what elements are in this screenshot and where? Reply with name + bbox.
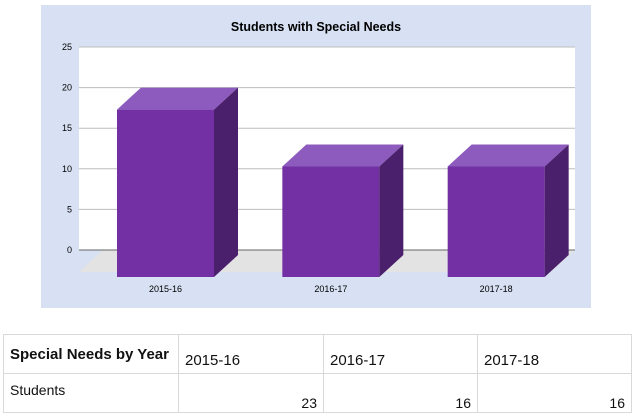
table-header-row: Special Needs by Year 2015-16 2016-17 20… (3, 334, 632, 374)
bar-side (214, 87, 238, 277)
table-row-label: Students (3, 373, 179, 413)
bar-side (379, 144, 404, 277)
bar-side (544, 144, 569, 277)
table-title-cell: Special Needs by Year (3, 334, 179, 374)
bar-front (117, 109, 214, 277)
special-needs-table: Special Needs by Year 2015-16 2016-17 20… (3, 334, 632, 413)
plot-area: 0 5 10 15 20 25 2015-16 2016-17 2017-18 (62, 42, 575, 294)
table-column-header: 2017-18 (477, 334, 632, 374)
chart-panel: Students with Special Needs 0 5 10 15 20 25 20… (41, 5, 591, 308)
x-category-label: 2015-16 (149, 284, 182, 294)
y-tick-label: 25 (62, 42, 72, 52)
bar-top (117, 87, 238, 110)
chart-title: Students with Special Needs (231, 20, 401, 34)
bar-chart: Students with Special Needs 0 5 10 15 20 25 20… (62, 20, 575, 294)
x-category-label: 2017-18 (480, 284, 513, 294)
x-category-label: 2016-17 (314, 284, 347, 294)
table-column-header: 2016-17 (323, 334, 478, 374)
bar-front (282, 166, 380, 277)
bar-top (447, 144, 569, 167)
table-column-header: 2015-16 (178, 334, 324, 374)
bar-top (282, 144, 404, 167)
table-cell: 16 (323, 373, 478, 413)
table-row: Students 23 16 16 (3, 373, 632, 413)
y-tick-label: 10 (62, 164, 72, 174)
y-tick-label: 20 (62, 83, 72, 93)
table-cell: 16 (477, 373, 632, 413)
bar-front (447, 166, 545, 277)
y-tick-label: 15 (62, 123, 72, 133)
y-tick-label: 5 (67, 204, 72, 214)
table-cell: 23 (178, 373, 324, 413)
y-tick-label: 0 (67, 245, 72, 255)
